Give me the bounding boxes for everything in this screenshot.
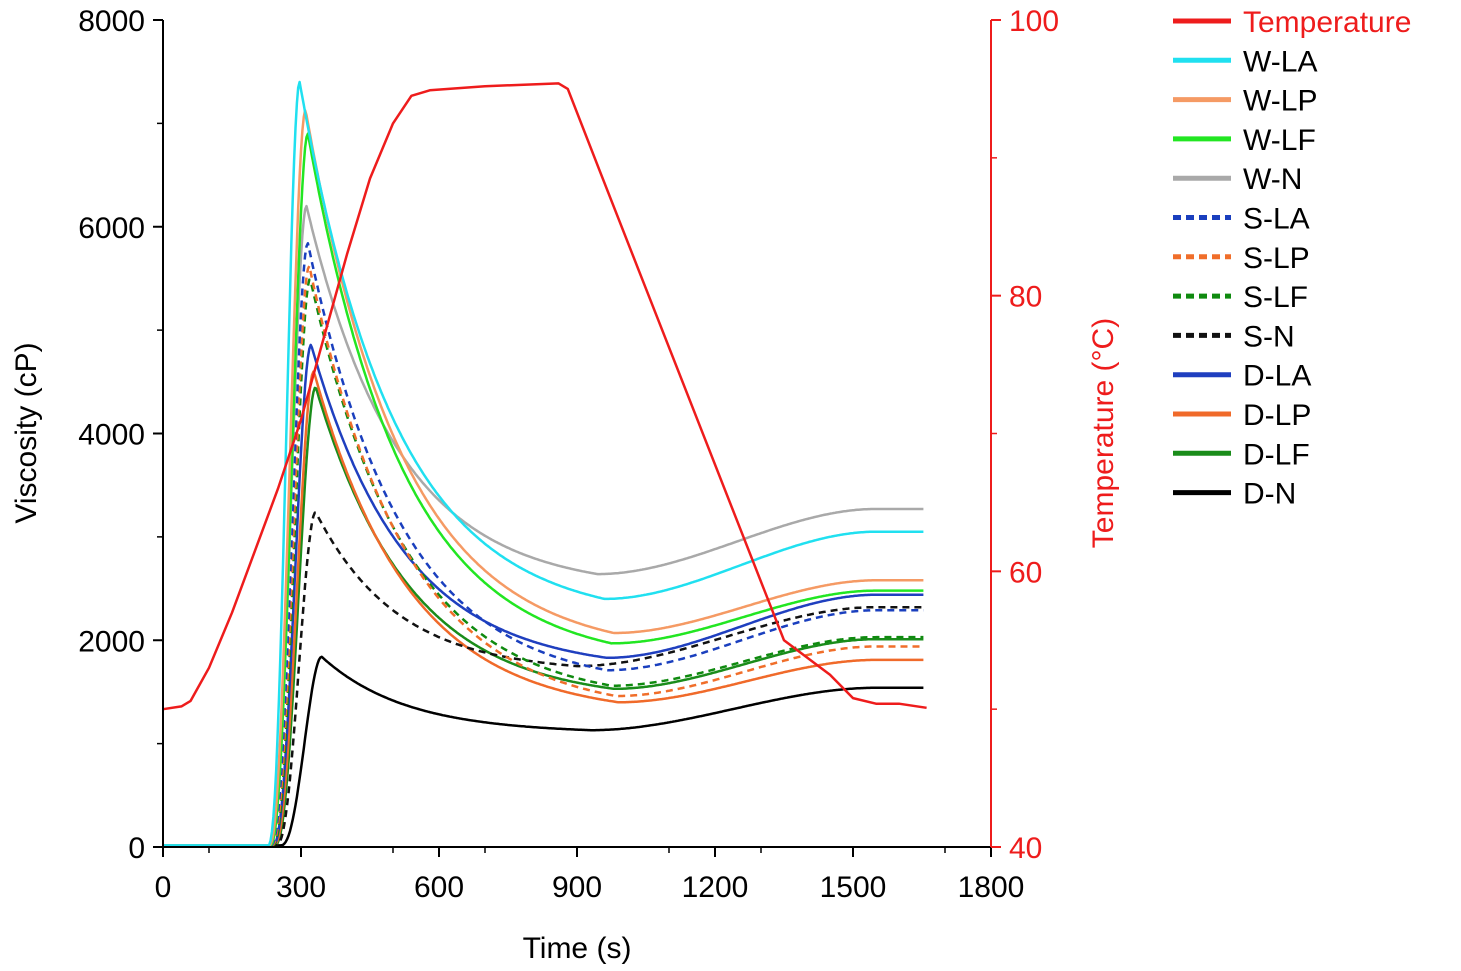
y2-tick-label: 40 [1009, 832, 1042, 865]
y-tick-label: 8000 [78, 5, 145, 38]
legend-label: D-N [1243, 478, 1296, 511]
series-line-d-n [163, 655, 924, 847]
y2-tick-label: 100 [1009, 5, 1059, 38]
x-axis-label: Time (s) [523, 932, 632, 965]
legend-label: S-N [1243, 320, 1295, 353]
series-line-s-la [163, 242, 924, 847]
y-axis-ticks: 0 2000 4000 6000 8000 [78, 5, 163, 865]
y-tick-label: 4000 [78, 419, 145, 452]
y-tick-label: 0 [128, 832, 145, 865]
y2-tick-label: 80 [1009, 281, 1042, 314]
legend-label: S-LF [1243, 281, 1308, 314]
x-tick-label: 300 [276, 871, 326, 904]
series-line-w-la [163, 80, 924, 847]
series-line-s-lp [163, 264, 924, 847]
y2-axis-label: Temperature (°C) [1087, 318, 1120, 548]
legend-label: W-LF [1243, 124, 1316, 157]
legend-label: W-LP [1243, 85, 1317, 118]
legend-label: D-LP [1243, 399, 1311, 432]
y2-tick-label: 60 [1009, 556, 1042, 589]
y-axis-label: Viscosity (cP) [10, 342, 43, 523]
legend-label: Temperature [1243, 6, 1411, 39]
series-line-s-n [163, 511, 924, 847]
series-line-d-lp [163, 370, 924, 847]
x-tick-label: 1800 [958, 871, 1025, 904]
series-line-temperature [162, 82, 927, 711]
plot-area [162, 80, 927, 847]
legend-label: S-LP [1243, 242, 1310, 275]
series-line-w-lf [163, 132, 924, 847]
legend: Temperature W-LA W-LP W-LF W-N S-LA S-LP S-LF S-… [1173, 6, 1411, 511]
legend-label: D-LA [1243, 360, 1311, 393]
series-line-w-lp [163, 109, 924, 847]
y2-axis-ticks: 40 60 80 100 [991, 5, 1059, 865]
x-tick-label: 1500 [820, 871, 887, 904]
y-tick-label: 6000 [78, 212, 145, 245]
x-tick-label: 0 [155, 871, 172, 904]
legend-label: W-N [1243, 163, 1302, 196]
legend-label: S-LA [1243, 203, 1310, 236]
legend-label: W-LA [1243, 45, 1317, 78]
x-axis-ticks: 0 300 600 900 1200 1500 1800 [155, 847, 1025, 904]
x-tick-label: 900 [552, 871, 602, 904]
y-tick-label: 2000 [78, 625, 145, 658]
x-tick-label: 600 [414, 871, 464, 904]
x-tick-label: 1200 [682, 871, 749, 904]
series-line-d-la [163, 343, 924, 847]
legend-label: D-LF [1243, 438, 1310, 471]
